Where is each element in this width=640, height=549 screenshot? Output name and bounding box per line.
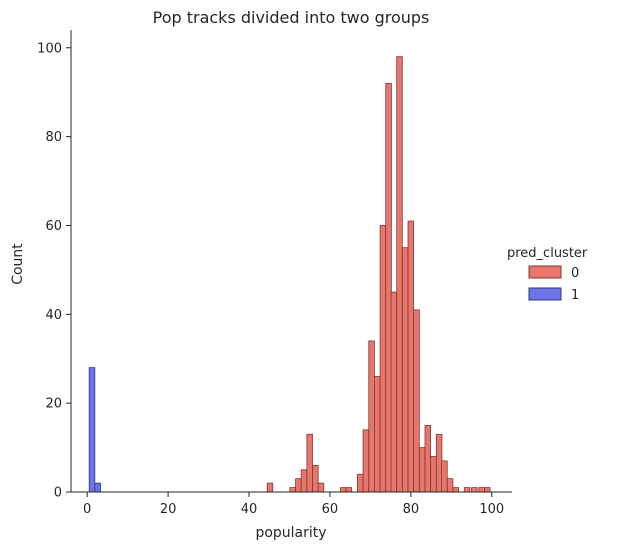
y-tick-label-100: 100 [37, 41, 62, 56]
bar-series-0-bin-3 [300, 469, 308, 493]
bar-series-0-bin-19 [413, 309, 420, 493]
bar-series-0-bin-16 [396, 56, 403, 493]
bar-series-0-bin-17 [401, 247, 409, 493]
bars-layer [88, 56, 491, 493]
bar-series-0-bin-1 [289, 487, 296, 493]
bar-series-0-bin-14 [385, 82, 392, 493]
bar-series-0-bin-11 [368, 340, 375, 493]
x-tick-label-40: 40 [241, 502, 258, 517]
bar-series-0-bin-30 [484, 487, 491, 493]
bar-series-0-bin-25 [446, 478, 454, 493]
x-tick-label-0: 0 [83, 502, 91, 517]
y-axis-label: Count [10, 243, 26, 285]
bar-series-0-bin-20 [418, 447, 426, 493]
bar-series-0-bin-18 [407, 220, 415, 493]
y-tick-label-60: 60 [45, 219, 62, 234]
x-axis-label: popularity [255, 525, 326, 541]
bar-series-0-bin-26 [452, 487, 459, 493]
x-tick-label-80: 80 [403, 502, 420, 517]
bar-series-0-bin-8 [345, 487, 353, 493]
bar-series-0-bin-29 [478, 487, 485, 493]
bar-series-0-bin-12 [374, 376, 381, 493]
legend: pred_cluster 0 1 [507, 246, 588, 303]
bar-series-1-bin-1 [94, 482, 101, 493]
bar-series-0-bin-21 [424, 424, 432, 493]
bar-series-0-bin-15 [390, 291, 398, 493]
bar-series-0-bin-2 [295, 478, 302, 493]
bar-series-0-bin-10 [362, 429, 370, 493]
legend-label-0: 0 [571, 266, 579, 281]
axes-layer: 0 20 40 60 80 100 0 20 40 60 80 100 [37, 30, 512, 517]
bar-series-0-bin-9 [357, 473, 364, 493]
bar-series-0-bin-22 [430, 456, 437, 493]
x-tick-label-100: 100 [479, 502, 504, 517]
x-tick-label-60: 60 [322, 502, 339, 517]
bar-series-0-bin-0 [266, 482, 274, 493]
y-tick-label-0: 0 [54, 486, 62, 501]
chart-title: Pop tracks divided into two groups [153, 8, 430, 27]
bar-series-0-bin-5 [312, 464, 319, 493]
bar-series-0-bin-23 [435, 433, 443, 493]
bar-series-0-bin-24 [441, 460, 448, 493]
legend-label-1: 1 [571, 288, 579, 303]
legend-title: pred_cluster [507, 246, 588, 261]
bar-series-0-bin-13 [379, 225, 387, 493]
legend-swatch-1 [528, 287, 562, 301]
bar-series-0-bin-27 [463, 487, 471, 493]
y-tick-label-40: 40 [45, 308, 62, 323]
bar-series-0-bin-4 [306, 433, 313, 493]
bar-series-1-bin-0 [88, 367, 96, 493]
y-tick-label-20: 20 [45, 397, 62, 412]
x-tick-label-20: 20 [160, 502, 177, 517]
bar-series-0-bin-7 [340, 487, 347, 493]
bar-series-0-bin-6 [317, 482, 325, 493]
bar-series-0-bin-28 [471, 487, 478, 493]
legend-swatch-0 [528, 265, 562, 279]
y-tick-label-80: 80 [45, 130, 62, 145]
